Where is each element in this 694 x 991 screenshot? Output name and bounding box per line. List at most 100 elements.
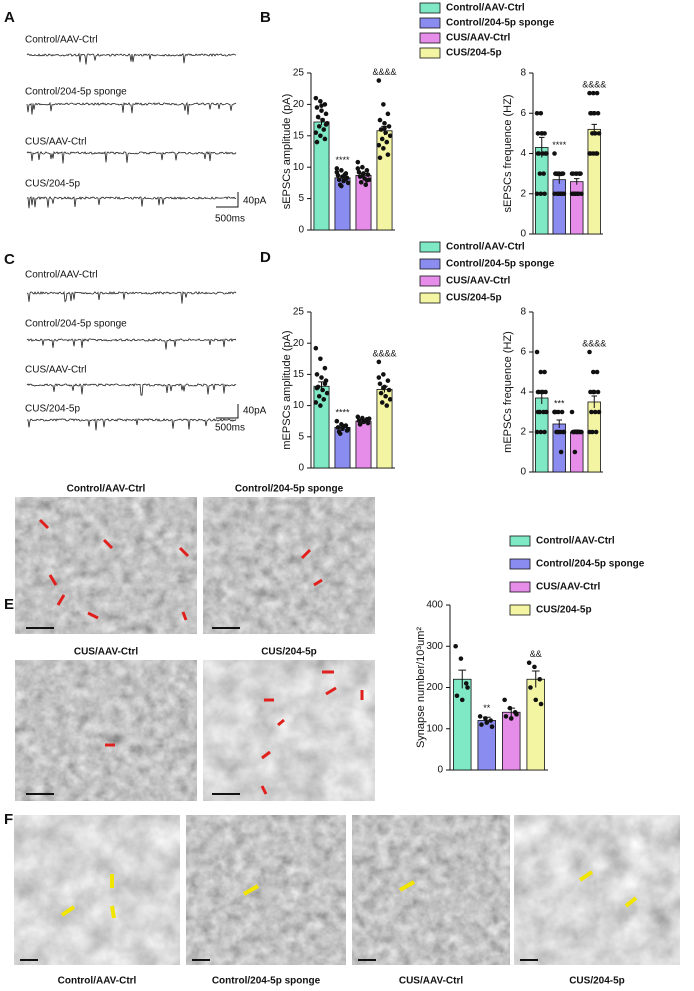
trace [26, 196, 237, 209]
data-point [318, 133, 323, 139]
data-point [561, 429, 567, 435]
data-point [534, 191, 540, 197]
data-point [503, 714, 509, 719]
data-point [453, 643, 458, 649]
data-point [360, 173, 365, 179]
data-point [477, 714, 483, 719]
scale-label: 40pA [243, 196, 267, 207]
data-point [322, 136, 328, 142]
bar [313, 385, 330, 469]
data-point [376, 375, 382, 380]
trace-label: Control/204-5p sponge [25, 87, 127, 98]
y-tick-label: 300 [426, 641, 443, 652]
significance: **** [335, 408, 350, 418]
data-point [532, 664, 537, 670]
panel-letter: D [260, 249, 271, 266]
data-point [313, 345, 319, 351]
legend-swatch [419, 32, 441, 44]
data-point [313, 400, 319, 405]
y-tick-label: 8 [520, 68, 526, 79]
data-point [376, 359, 382, 365]
y-tick-label: 0 [520, 229, 526, 240]
data-point [538, 110, 544, 116]
y-axis-label: sEPSCs frequence (HZ) [502, 95, 514, 213]
data-point [379, 400, 385, 405]
image-label: CUS/AAV-Ctrl [399, 976, 463, 987]
legend-swatch [419, 258, 441, 270]
y-tick-label: 2 [520, 427, 526, 438]
data-point [376, 142, 382, 148]
data-point [538, 191, 544, 197]
data-point [356, 169, 362, 175]
data-point [540, 151, 545, 156]
data-point [488, 718, 494, 723]
data-point [320, 387, 325, 393]
data-point [323, 122, 329, 127]
data-point [355, 159, 361, 165]
panel-letter: A [4, 9, 15, 26]
data-point [377, 381, 383, 387]
data-point [384, 139, 390, 145]
y-tick-label: 10 [293, 400, 305, 411]
data-point [313, 130, 319, 135]
data-point [593, 429, 599, 435]
scale-bar [216, 192, 239, 208]
scale-label: 500ms [215, 423, 245, 434]
significance: **** [335, 155, 350, 165]
significance: **** [552, 140, 567, 150]
data-point [594, 90, 600, 96]
data-point [320, 117, 325, 123]
bar [552, 179, 566, 235]
error-bar [556, 419, 563, 428]
data-point [365, 420, 371, 426]
data-point [378, 390, 384, 396]
data-point [318, 356, 323, 362]
significance: && [530, 649, 542, 659]
data-point [324, 390, 330, 396]
arrows [60, 870, 638, 919]
data-point [507, 705, 513, 711]
data-point [559, 191, 565, 197]
scale-label: 40pA [243, 406, 267, 417]
data-point [539, 131, 545, 136]
data-point [575, 429, 580, 435]
image-label: Control/204-5p sponge [235, 484, 344, 495]
data-point [323, 111, 329, 117]
trace [26, 101, 237, 115]
data-point [535, 151, 541, 156]
data-point [334, 418, 340, 424]
bar [570, 181, 584, 235]
data-point [542, 429, 547, 435]
y-tick-label: 15 [293, 130, 305, 141]
data-point [514, 712, 519, 717]
data-point [596, 409, 602, 415]
y-tick-label: 15 [293, 369, 305, 380]
data-point [534, 349, 540, 355]
data-point [355, 166, 361, 171]
data-point [595, 110, 601, 116]
data-point [538, 429, 544, 435]
data-point [381, 102, 386, 107]
panel-letter: C [4, 251, 15, 268]
data-point [357, 422, 363, 427]
data-point [540, 389, 545, 395]
data-point [573, 191, 579, 197]
legend-swatch [419, 292, 441, 304]
scale-bar [216, 404, 239, 419]
data-point [334, 166, 340, 171]
data-point [489, 724, 495, 729]
data-point [542, 369, 547, 375]
y-axis-label: Synapse number/10³um² [415, 627, 427, 748]
data-point [334, 169, 340, 175]
y-tick-label: 400 [426, 600, 443, 611]
y-tick-label: 4 [520, 387, 526, 398]
y-tick-label: 100 [426, 723, 443, 734]
data-point [533, 697, 539, 703]
data-point [542, 191, 547, 197]
data-point [387, 397, 393, 402]
data-point [381, 385, 386, 391]
data-point [358, 179, 364, 185]
data-point [381, 146, 386, 151]
image-label: Control/AAV-Ctrl [67, 484, 146, 495]
image-label: CUS/204-5p [261, 647, 317, 658]
